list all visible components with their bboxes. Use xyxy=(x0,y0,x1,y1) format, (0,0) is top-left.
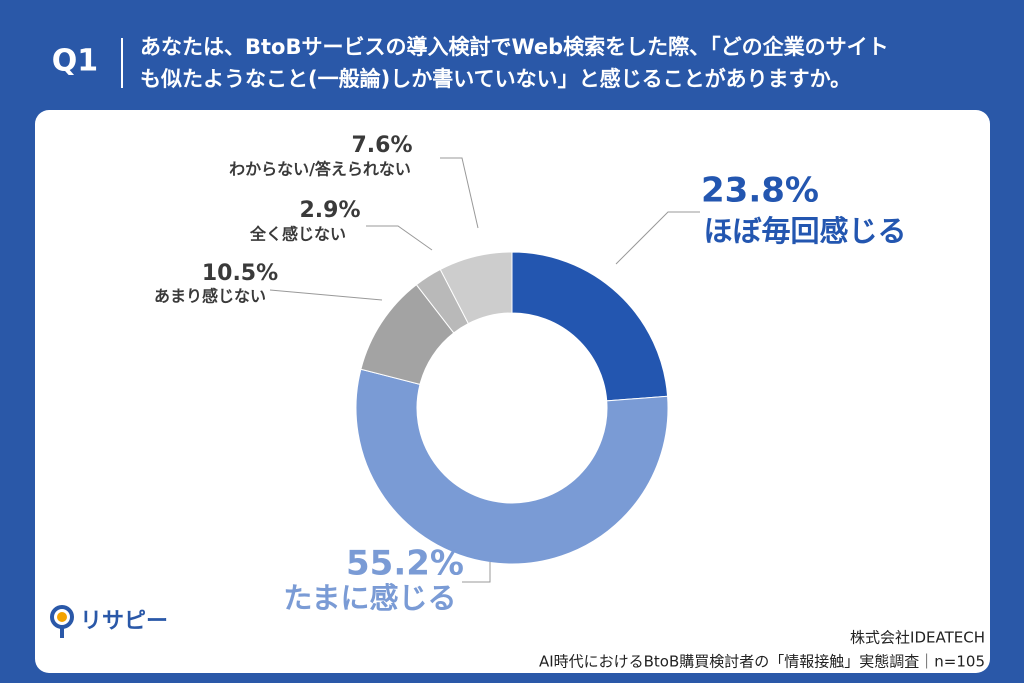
category-label: たまに感じる xyxy=(283,581,456,615)
leader-line xyxy=(366,225,433,251)
slice xyxy=(439,251,513,325)
slice xyxy=(355,368,669,565)
leader-line xyxy=(615,211,700,265)
category-label: 全く感じない xyxy=(249,225,346,244)
value-label: 7.6% xyxy=(351,133,412,158)
value-label: 23.8% xyxy=(701,171,819,211)
category-label: あまり感じない xyxy=(154,287,266,306)
category-label: ほぼ毎回感じる xyxy=(703,214,906,248)
value-label: 10.5% xyxy=(202,261,278,286)
footer-survey: AI時代におけるBtoB購買検討者の「情報接触」実態調査｜n=105 xyxy=(539,653,985,671)
value-label: 2.9% xyxy=(299,198,360,223)
leader-line xyxy=(269,289,383,301)
question-line: あなたは、BtoBサービスの導入検討でWeb検索をした際、「どの企業のサイト xyxy=(140,35,889,59)
category-label: わからない/答えられない xyxy=(229,160,411,179)
leader-line xyxy=(462,562,491,583)
slice xyxy=(511,251,669,402)
card xyxy=(35,110,990,673)
question-line: も似たようなこと(一般論)しか書いていない」と感じることがありますか。 xyxy=(140,67,851,91)
leader-line xyxy=(440,157,479,229)
value-label: 55.2% xyxy=(346,544,464,584)
logo-text: リサピー xyxy=(80,609,168,634)
logo-icon xyxy=(57,612,67,622)
footer-company: 株式会社IDEATECH xyxy=(850,629,985,647)
question-number: Q1 xyxy=(52,44,98,79)
